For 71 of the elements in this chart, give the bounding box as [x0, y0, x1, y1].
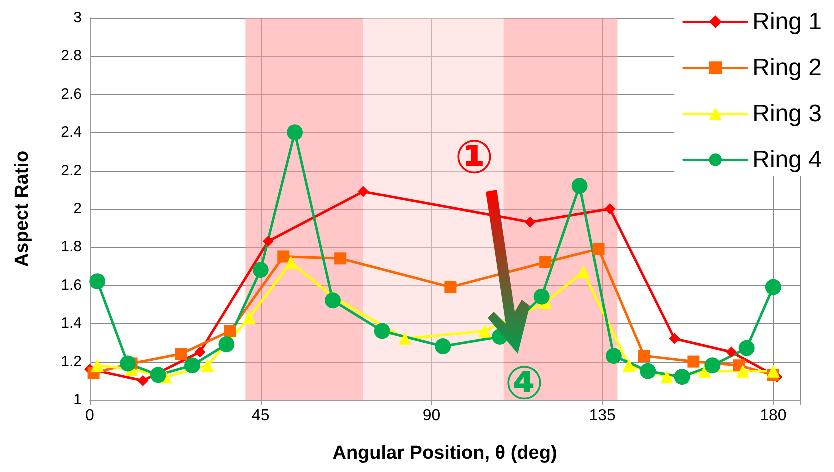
point: [524, 216, 536, 228]
point: [175, 348, 188, 360]
point: [201, 359, 214, 372]
point: [435, 338, 452, 355]
point: [572, 178, 588, 194]
point: [638, 350, 650, 362]
y-axis-title: Aspect Ratio: [12, 150, 33, 268]
point: [622, 359, 636, 372]
point: [262, 236, 274, 247]
point: [278, 250, 290, 263]
point: [669, 333, 680, 344]
x-tick-label: 90: [422, 408, 441, 424]
point: [358, 186, 369, 198]
point: [698, 364, 712, 378]
point: [534, 288, 550, 305]
point: [604, 204, 616, 214]
x-tick-label: 180: [760, 408, 787, 424]
legend-label: Ring 3: [752, 100, 822, 128]
point: [224, 325, 236, 338]
point: [738, 340, 755, 356]
legend-label: Ring 2: [752, 54, 822, 82]
point: [374, 323, 390, 340]
point: [478, 324, 492, 338]
point: [91, 359, 104, 372]
point: [765, 279, 782, 296]
annotation: ①: [455, 130, 494, 184]
point: [287, 124, 304, 141]
legend-label: Ring 4: [752, 146, 822, 174]
point: [660, 370, 674, 384]
point: [726, 346, 738, 358]
point: [90, 274, 106, 290]
y-tick-label: 2.2: [61, 162, 82, 180]
point: [704, 358, 721, 374]
point: [577, 266, 590, 279]
point: [284, 256, 298, 269]
y-tick-label: 2: [74, 200, 82, 218]
point: [194, 346, 206, 358]
point: [252, 262, 269, 278]
y-tick-label: 2.6: [61, 86, 82, 103]
y-tick-label: 1: [74, 392, 82, 408]
point: [325, 292, 341, 309]
x-tick-label: 45: [252, 408, 270, 424]
point: [766, 364, 780, 378]
point: [540, 256, 552, 268]
point: [184, 358, 201, 374]
point: [334, 252, 347, 265]
legend-label: Ring 1: [752, 8, 822, 36]
y-tick-label: 1.4: [61, 315, 82, 332]
y-tick-label: 2.8: [61, 48, 82, 65]
point: [606, 348, 622, 364]
y-tick-label: 1.8: [61, 238, 82, 256]
x-tick-label: 0: [86, 408, 95, 424]
point: [640, 363, 656, 380]
point: [120, 356, 136, 372]
y-tick-label: 1.2: [61, 353, 82, 370]
x-tick-label: 135: [589, 408, 616, 424]
annotation: ④: [505, 356, 544, 410]
y-tick-label: 2.4: [61, 124, 82, 142]
point: [444, 281, 457, 294]
point: [674, 369, 690, 386]
y-tick-label: 1.6: [61, 276, 82, 294]
point: [138, 375, 149, 386]
x-axis-title: Angular Position, θ (deg): [332, 443, 558, 464]
y-tick-label: 3: [74, 10, 82, 26]
point: [736, 364, 750, 378]
point: [398, 332, 412, 346]
point: [592, 243, 605, 256]
point: [242, 311, 256, 324]
point: [218, 336, 235, 353]
point: [150, 367, 166, 384]
point: [688, 356, 700, 368]
